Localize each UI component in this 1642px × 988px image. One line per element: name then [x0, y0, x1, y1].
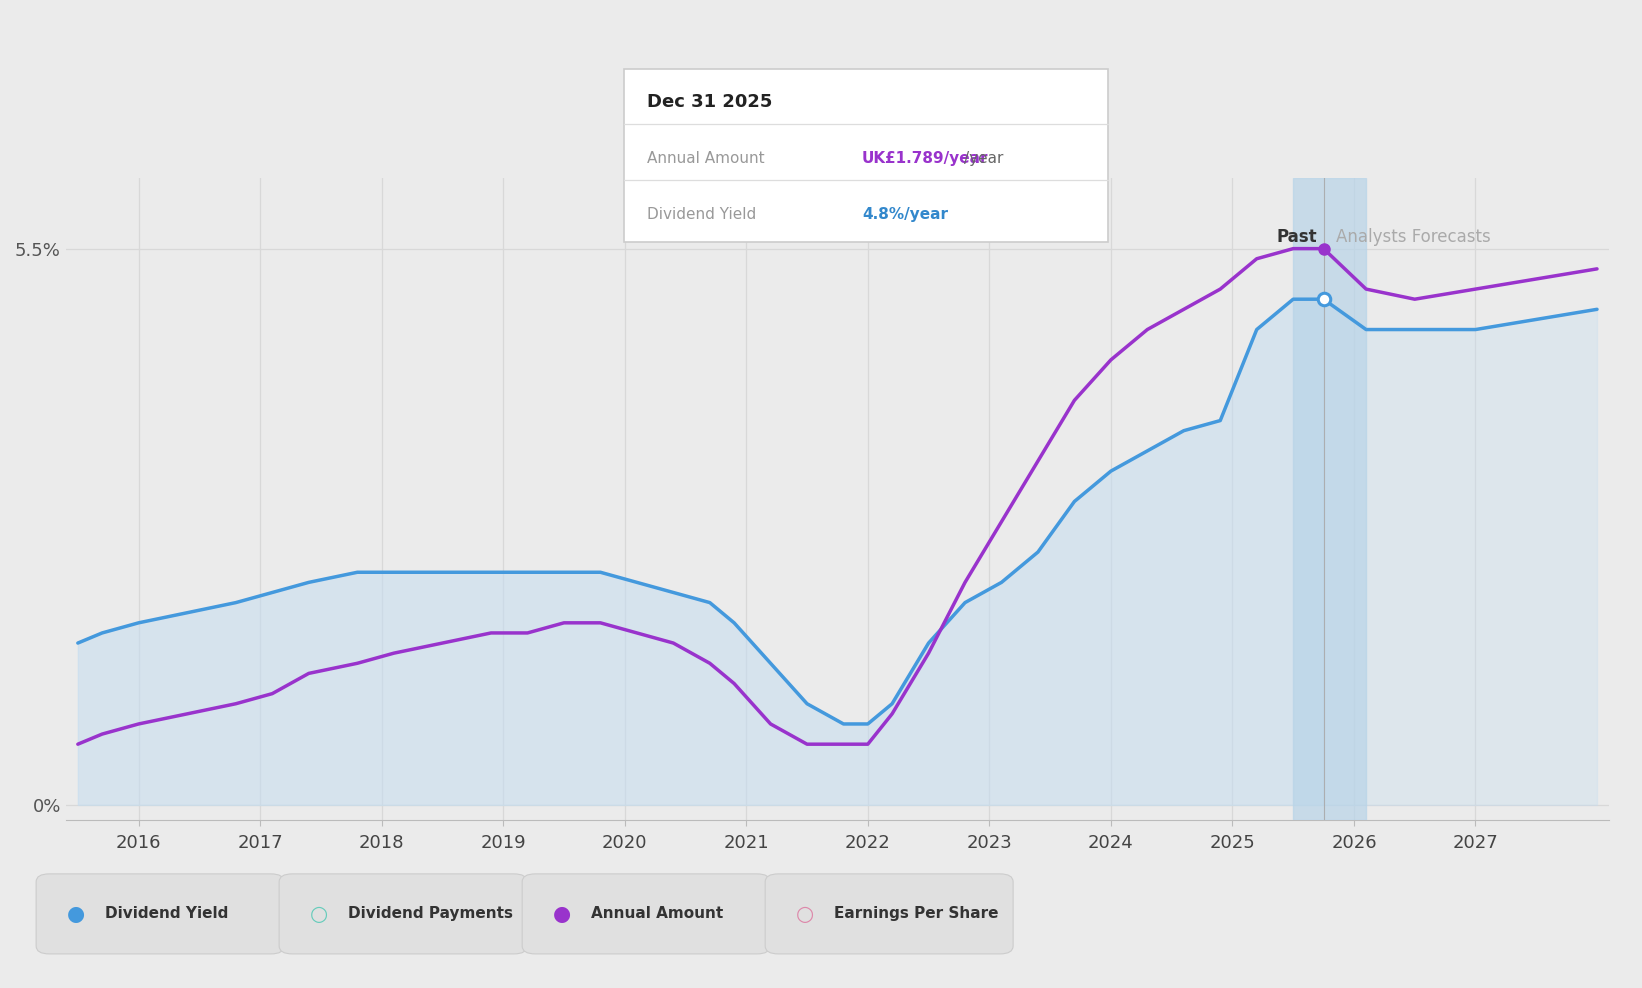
Text: Earnings Per Share: Earnings Per Share	[834, 906, 998, 922]
Text: Dividend Yield: Dividend Yield	[105, 906, 228, 922]
Text: ●: ●	[552, 904, 571, 924]
Text: /year: /year	[964, 150, 1003, 166]
Text: 4.8%/year: 4.8%/year	[862, 206, 947, 222]
Bar	[1294, 178, 1366, 820]
Text: Annual Amount: Annual Amount	[591, 906, 724, 922]
Text: Dec 31 2025: Dec 31 2025	[647, 93, 772, 111]
Text: ○: ○	[795, 904, 814, 924]
Text: Dividend Payments: Dividend Payments	[348, 906, 512, 922]
Text: ●: ●	[66, 904, 85, 924]
Text: Dividend Yield: Dividend Yield	[647, 206, 757, 222]
Text: Analysts Forecasts: Analysts Forecasts	[1335, 228, 1491, 246]
Text: ○: ○	[309, 904, 328, 924]
Text: Past: Past	[1277, 228, 1317, 246]
Text: UK£1.789/year: UK£1.789/year	[862, 150, 988, 166]
Text: Annual Amount: Annual Amount	[647, 150, 765, 166]
